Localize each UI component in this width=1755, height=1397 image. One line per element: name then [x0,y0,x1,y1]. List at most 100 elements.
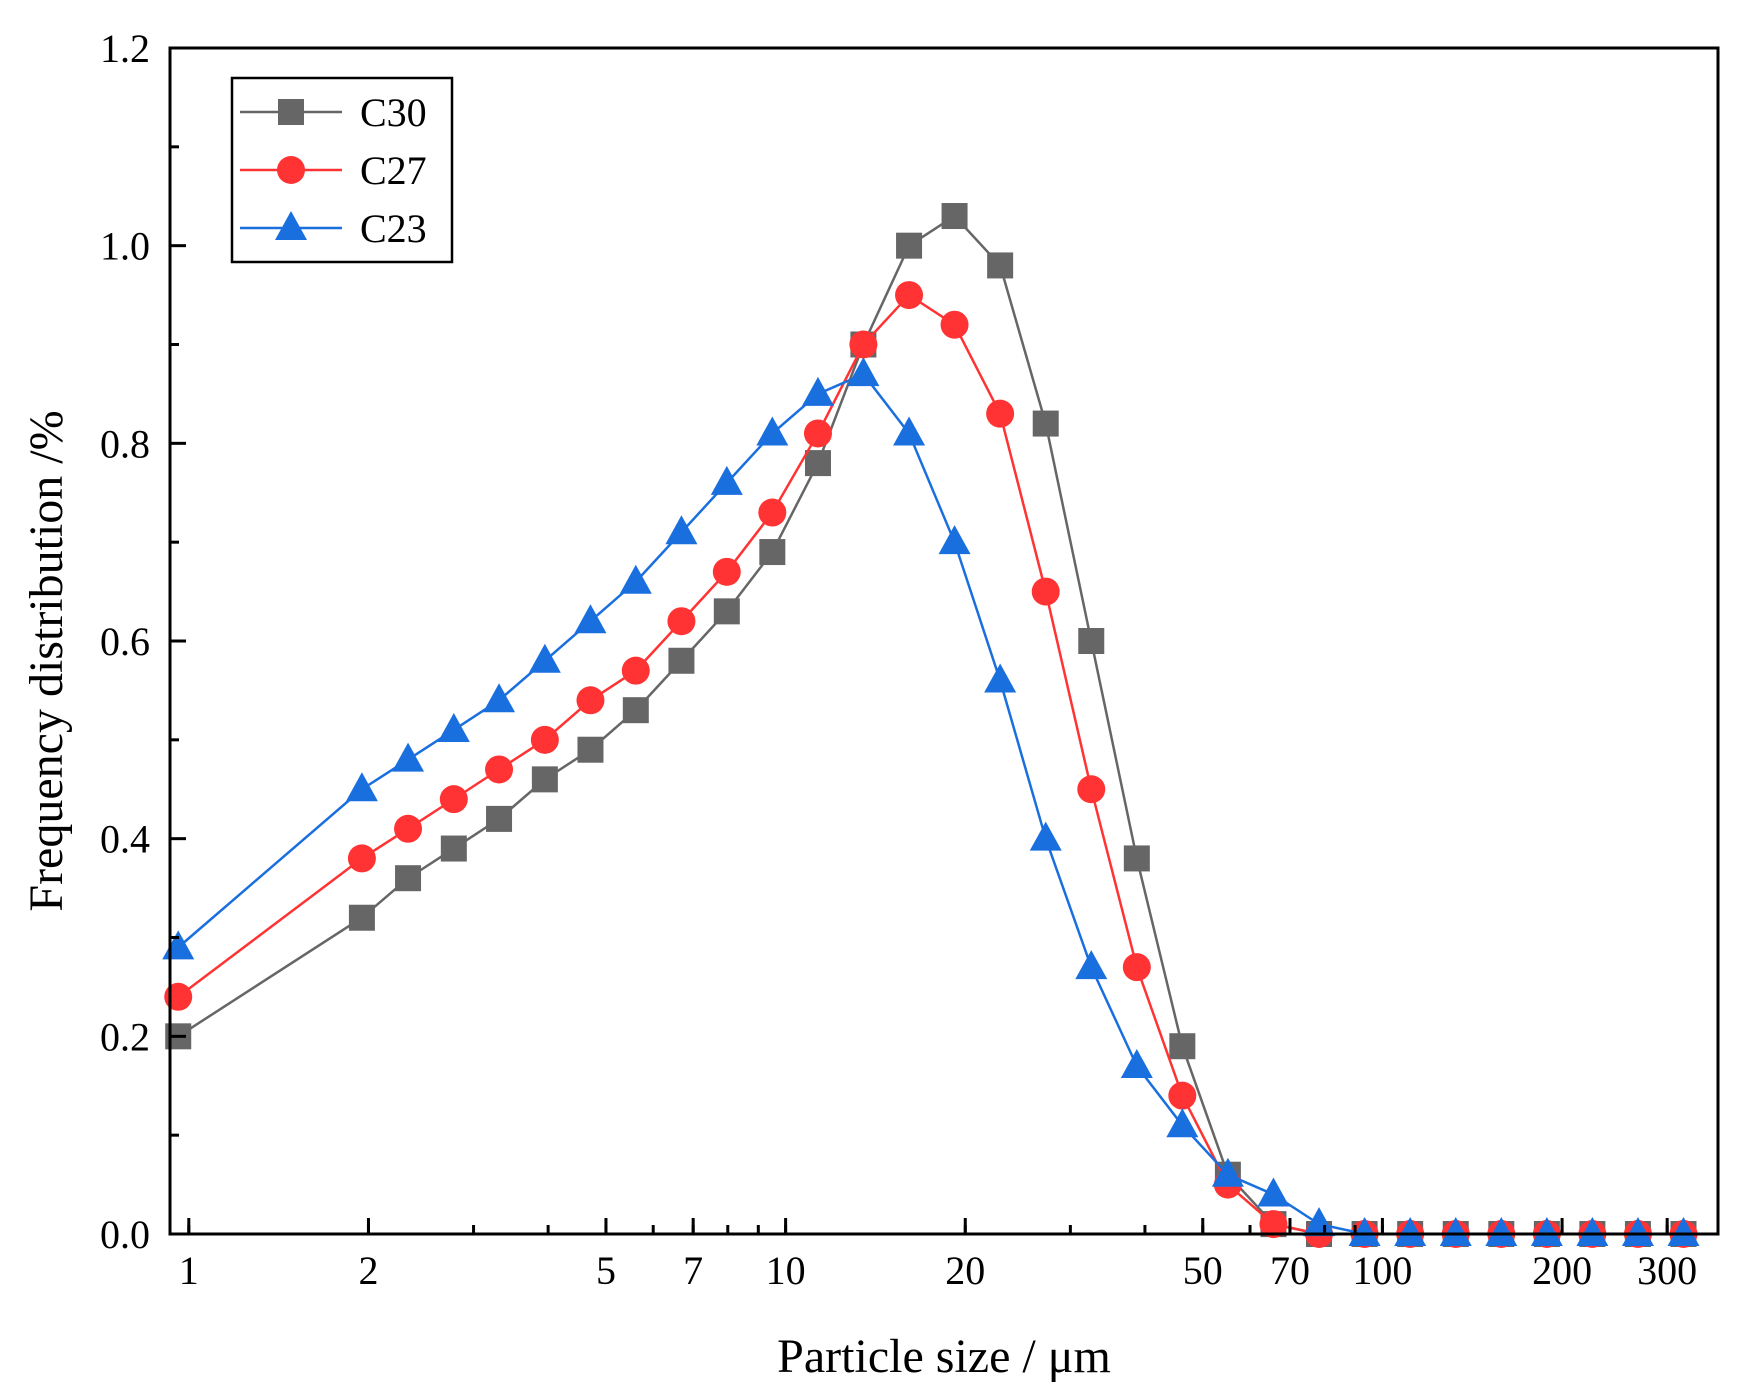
data-point [164,982,193,1011]
x-tick-label: 1 [179,1248,199,1293]
data-point [1078,628,1105,654]
data-point [576,686,605,715]
x-tick-label: 20 [945,1248,985,1293]
data-point [1166,1108,1199,1138]
data-point [483,683,516,713]
y-tick-label: 1.2 [100,26,150,71]
data-point [759,539,786,566]
legend-entry-c23: C23 [240,206,427,251]
y-tick-label: 1.0 [100,224,150,269]
data-point [1032,410,1059,437]
data-point [1211,1157,1244,1187]
data-point [1485,1217,1518,1246]
data-point [1123,845,1150,872]
data-point [530,725,559,754]
y-tick-label: 0.2 [100,1014,150,1059]
legend-label: C30 [360,90,427,135]
data-point [712,557,741,586]
y-tick-label: 0.8 [100,421,150,466]
data-point [1169,1033,1196,1060]
data-point [1031,577,1060,606]
data-point [1029,821,1062,851]
legend-marker [277,156,305,184]
x-tick-label: 10 [766,1248,806,1293]
data-point [528,643,561,673]
data-point [577,736,604,763]
data-point [348,904,375,931]
legend-marker [275,211,307,240]
series-c23 [162,357,1700,1246]
legend-marker [278,99,304,125]
x-tick-label: 200 [1532,1248,1592,1293]
data-point [756,416,789,446]
data-point [621,656,650,685]
data-point [347,844,376,873]
data-point [1168,1081,1197,1110]
data-point [485,755,514,784]
series-line [177,372,1684,1236]
data-point [895,281,924,310]
axes: 0.0 0.2 0.4 0.6 0.8 1.0 1.2 1 2 5 7 10 20 50 70 100 200 3… [100,26,1697,1293]
data-point [1303,1207,1336,1237]
data-point [986,399,1015,428]
data-point [1077,775,1106,804]
data-point [1348,1217,1381,1246]
data-point [1075,950,1108,980]
x-tick-label: 7 [683,1248,703,1293]
data-point [395,865,422,892]
legend-entry-c30: C30 [240,90,427,135]
y-tick-label: 0.4 [100,817,150,862]
y-tick-label: 0.0 [100,1212,150,1257]
data-point [801,376,834,406]
data-point [486,805,513,832]
data-point [713,598,740,625]
data-point [439,785,468,814]
data-point [1120,1048,1153,1078]
data-point [984,663,1017,693]
legend-label: C23 [360,206,427,251]
data-point [1576,1217,1609,1246]
data-point [394,814,423,843]
data-point [162,930,195,960]
x-tick-label: 50 [1183,1248,1223,1293]
data-point [619,564,652,594]
legend: C30 C27 C23 [230,76,454,264]
x-tick-label: 70 [1270,1248,1310,1293]
data-point [1621,1217,1654,1246]
data-point [1257,1177,1290,1207]
x-tick-label: 5 [596,1248,616,1293]
legend-entry-c27: C27 [240,148,427,193]
data-point [847,357,880,387]
series-c27 [164,281,1698,1248]
data-point [940,310,969,339]
x-tick-label: 300 [1637,1248,1697,1293]
data-point [803,419,832,448]
data-point [1394,1217,1427,1246]
y-axis-title: Frequency distribution /% [20,410,73,911]
data-point [622,697,649,724]
y-tick-label: 0.6 [100,619,150,664]
data-point [758,498,787,527]
data-point [938,525,971,555]
data-point [574,604,607,634]
data-point [896,232,923,259]
data-point [668,647,695,674]
series-c30 [165,203,1697,1247]
data-point [987,252,1014,279]
data-point [437,712,470,742]
data-point [665,515,698,545]
data-point [1667,1217,1700,1246]
data-point [345,772,378,802]
data-point [1122,953,1151,982]
data-point [1530,1217,1563,1246]
legend-label: C27 [360,148,427,193]
x-axis-title: Particle size / μm [777,1330,1111,1383]
data-point [941,203,968,230]
data-point [392,742,425,772]
data-point [1439,1217,1472,1246]
x-tick-label: 100 [1352,1248,1412,1293]
x-tick-label: 2 [358,1248,378,1293]
data-point [893,416,926,446]
data-point [804,450,831,477]
